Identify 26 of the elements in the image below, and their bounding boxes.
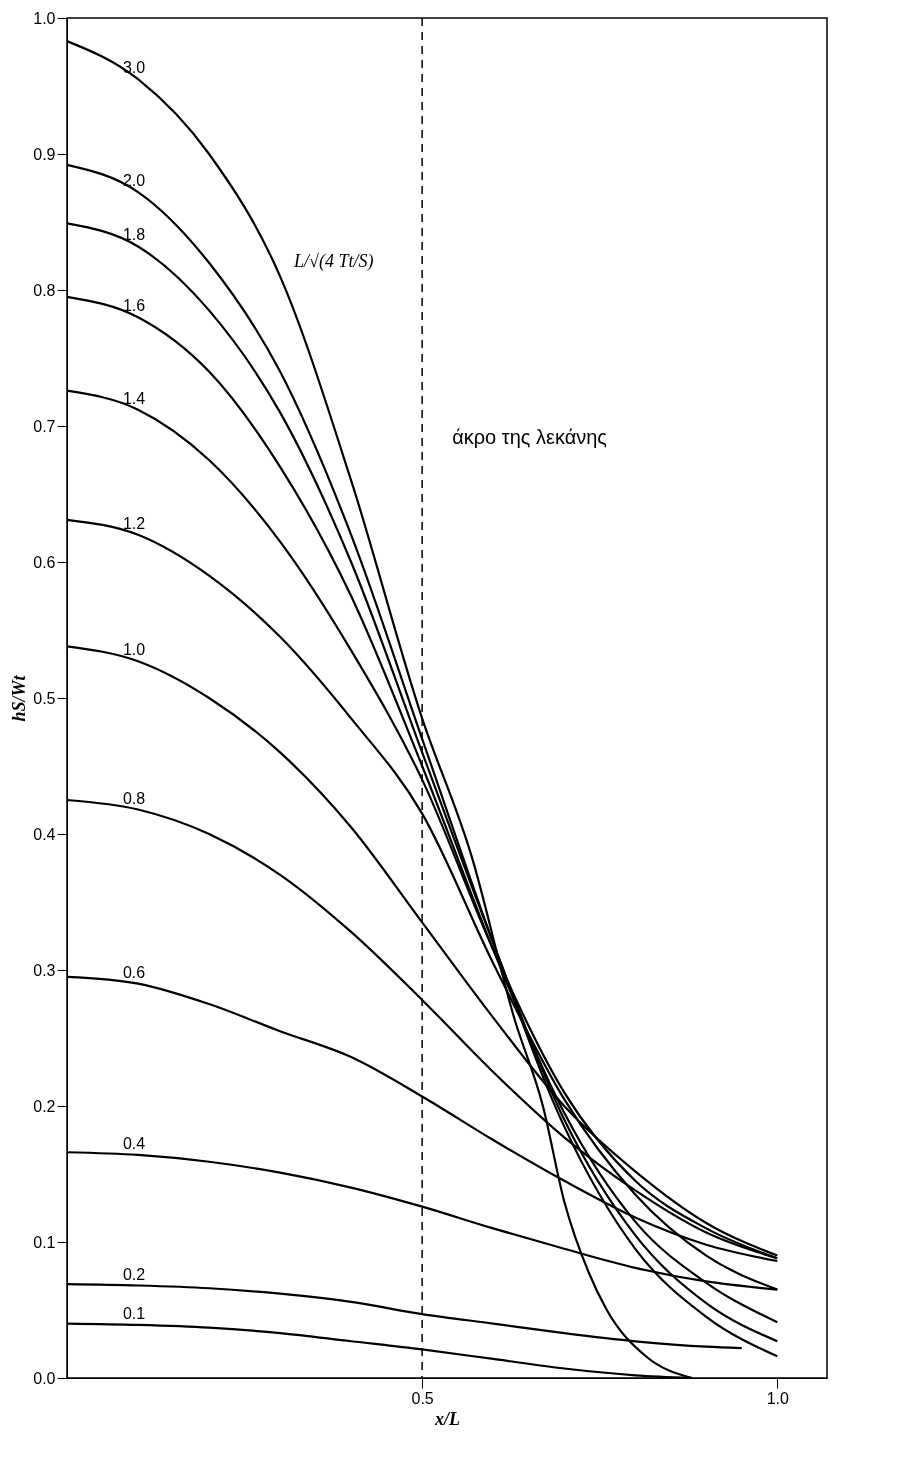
series-label: 0.6 xyxy=(122,963,146,981)
series-label: 0.1 xyxy=(122,1304,146,1322)
y-tick-label: 0.3 xyxy=(33,961,56,979)
y-tick-label: 0.5 xyxy=(33,689,56,707)
y-tick-label: 0.8 xyxy=(33,281,56,299)
y-axis-title: hS/Wt xyxy=(9,674,30,722)
y-tick-label: 0.0 xyxy=(33,1369,56,1387)
x-axis-title: x/L xyxy=(434,1408,460,1429)
series-label: 1.0 xyxy=(122,641,146,659)
series-label: 1.8 xyxy=(122,226,146,244)
y-tick-label: 1.0 xyxy=(33,9,56,27)
series-label: 1.4 xyxy=(122,389,146,407)
y-tick-label: 0.7 xyxy=(33,417,56,435)
series-label: 1.2 xyxy=(122,514,146,532)
series-label: 3.0 xyxy=(122,59,146,77)
series-label: 0.4 xyxy=(122,1134,146,1152)
y-tick-label: 0.4 xyxy=(33,825,56,843)
series-label: 0.8 xyxy=(122,789,146,807)
series-label: 1.6 xyxy=(122,297,146,315)
series-label: 0.2 xyxy=(122,1265,146,1283)
y-tick-label: 0.6 xyxy=(33,553,56,571)
annotation: L/√(4 Tt/S) xyxy=(293,251,374,273)
y-tick-label: 0.2 xyxy=(33,1097,56,1115)
y-tick-label: 0.1 xyxy=(33,1233,56,1251)
ref-line-label: άκρο της λεκάνης xyxy=(452,426,608,448)
y-tick-label: 0.9 xyxy=(33,145,56,163)
